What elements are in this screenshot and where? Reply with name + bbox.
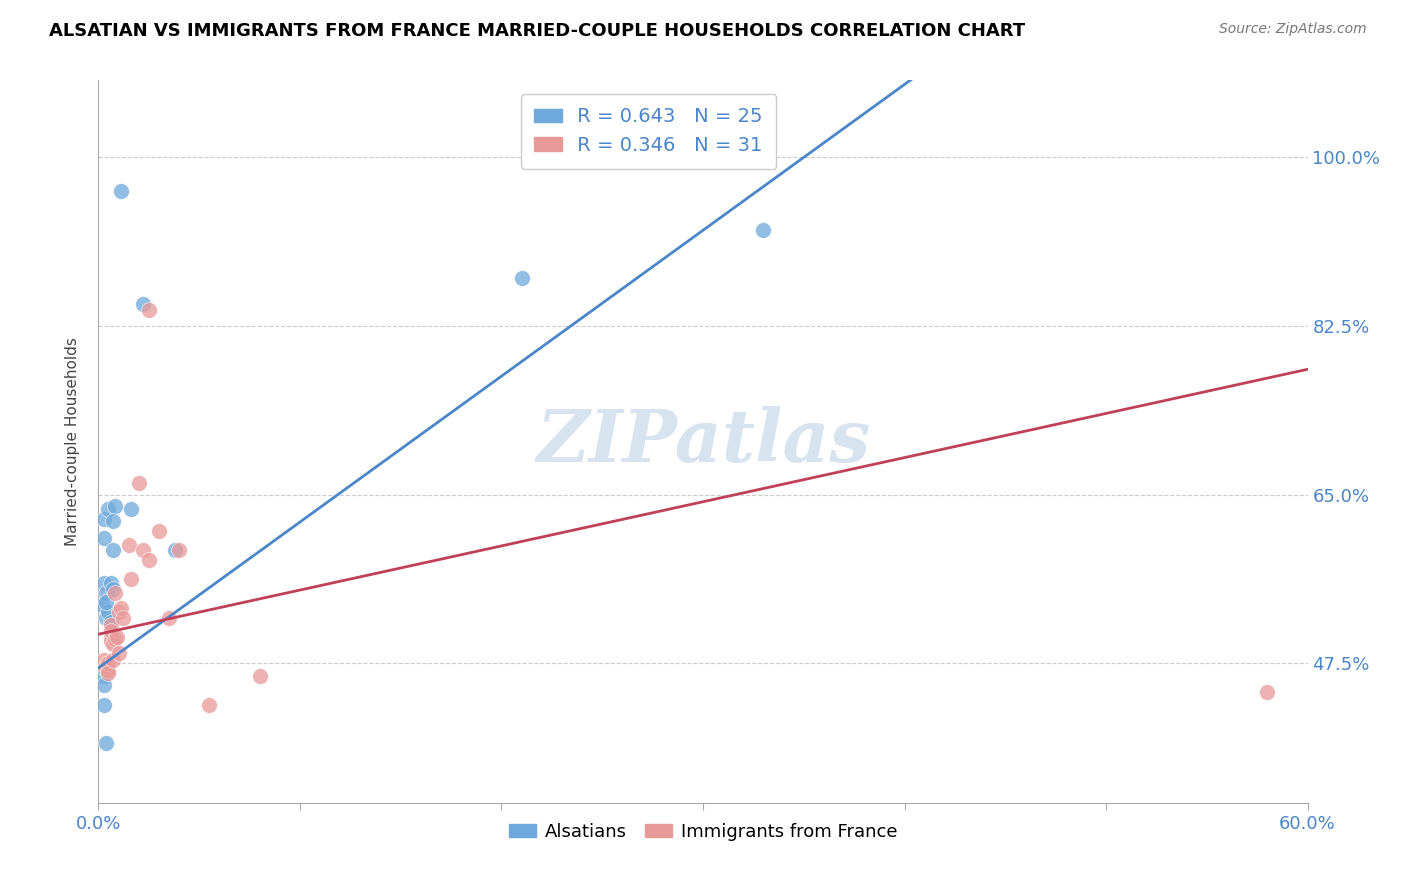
Point: [138, 302, 160, 317]
Point: [96, 736, 118, 750]
Point: [96, 611, 118, 625]
Point: [752, 222, 775, 236]
Point: [249, 668, 271, 682]
Point: [128, 475, 150, 490]
Point: [93, 698, 115, 712]
Point: [93, 653, 115, 667]
Point: [101, 543, 124, 558]
Point: [101, 637, 124, 651]
Text: ALSATIAN VS IMMIGRANTS FROM FRANCE MARRIED-COUPLE HOUSEHOLDS CORRELATION CHART: ALSATIAN VS IMMIGRANTS FROM FRANCE MARRI…: [49, 22, 1025, 40]
Point: [100, 634, 122, 648]
Point: [132, 543, 155, 558]
Point: [510, 270, 533, 285]
Point: [105, 630, 128, 644]
Point: [97, 665, 120, 680]
Point: [96, 659, 118, 673]
Point: [100, 630, 122, 644]
Point: [91, 599, 114, 613]
Point: [110, 601, 132, 615]
Point: [100, 615, 122, 629]
Point: [96, 595, 118, 609]
Point: [103, 499, 125, 513]
Point: [97, 502, 120, 516]
Point: [101, 515, 124, 529]
Point: [93, 511, 115, 525]
Point: [97, 605, 120, 619]
Point: [120, 502, 142, 516]
Point: [198, 698, 221, 712]
Point: [100, 576, 122, 591]
Point: [97, 663, 120, 677]
Point: [120, 572, 142, 586]
Point: [107, 605, 129, 619]
Text: Source: ZipAtlas.com: Source: ZipAtlas.com: [1219, 22, 1367, 37]
Point: [118, 538, 141, 552]
Point: [132, 297, 155, 311]
Point: [93, 668, 115, 682]
Y-axis label: Married-couple Households: Married-couple Households: [65, 337, 80, 546]
Point: [100, 617, 122, 632]
Point: [1256, 685, 1278, 699]
Text: ZIPatlas: ZIPatlas: [536, 406, 870, 477]
Point: [97, 656, 120, 670]
Point: [93, 576, 115, 591]
Point: [110, 184, 132, 198]
Point: [100, 624, 122, 639]
Point: [96, 586, 118, 600]
Legend: Alsatians, Immigrants from France: Alsatians, Immigrants from France: [502, 815, 904, 848]
Point: [138, 553, 160, 567]
Point: [111, 611, 134, 625]
Point: [103, 632, 125, 646]
Point: [167, 543, 190, 558]
Point: [101, 653, 124, 667]
Point: [96, 663, 118, 677]
Point: [103, 586, 125, 600]
Point: [107, 647, 129, 661]
Point: [101, 582, 124, 596]
Point: [93, 531, 115, 545]
Point: [148, 524, 170, 538]
Point: [163, 543, 186, 558]
Point: [157, 611, 180, 625]
Point: [93, 678, 115, 692]
